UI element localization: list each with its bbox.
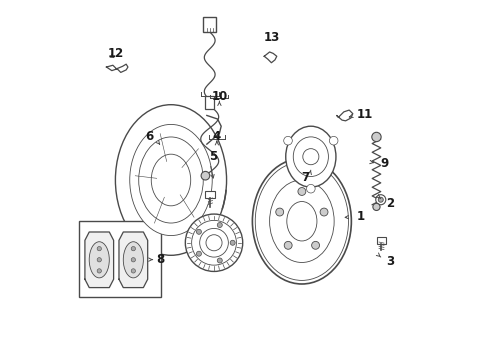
- Ellipse shape: [293, 137, 328, 176]
- Ellipse shape: [269, 180, 333, 262]
- Text: 2: 2: [386, 197, 393, 210]
- Bar: [205, 191, 215, 198]
- Text: 11: 11: [356, 108, 372, 121]
- Polygon shape: [85, 232, 113, 288]
- Text: 7: 7: [300, 171, 308, 184]
- Ellipse shape: [252, 158, 351, 284]
- Circle shape: [284, 241, 291, 249]
- Circle shape: [371, 132, 380, 141]
- Ellipse shape: [129, 125, 212, 235]
- Circle shape: [217, 258, 222, 263]
- Circle shape: [329, 136, 337, 145]
- Text: 1: 1: [356, 210, 364, 223]
- Ellipse shape: [89, 242, 109, 278]
- Text: 13: 13: [263, 31, 279, 44]
- Bar: [203, 17, 216, 32]
- Circle shape: [302, 149, 318, 165]
- Text: 10: 10: [211, 90, 227, 103]
- Circle shape: [283, 136, 292, 145]
- Text: 6: 6: [144, 130, 153, 143]
- Circle shape: [205, 235, 222, 251]
- Circle shape: [196, 229, 201, 234]
- Circle shape: [131, 247, 135, 251]
- Ellipse shape: [285, 126, 335, 187]
- Circle shape: [201, 171, 209, 180]
- Ellipse shape: [255, 162, 348, 280]
- Circle shape: [311, 241, 319, 249]
- Text: 9: 9: [380, 157, 388, 170]
- Text: 3: 3: [386, 255, 393, 268]
- Ellipse shape: [123, 242, 143, 278]
- Bar: [79, 221, 161, 297]
- Circle shape: [97, 247, 101, 251]
- Circle shape: [297, 188, 305, 195]
- Text: 4: 4: [212, 130, 221, 144]
- Circle shape: [375, 195, 385, 205]
- Circle shape: [199, 228, 228, 257]
- Circle shape: [185, 214, 242, 271]
- Text: 8: 8: [156, 253, 164, 266]
- Ellipse shape: [286, 202, 316, 241]
- Bar: [205, 96, 214, 109]
- Circle shape: [320, 208, 327, 216]
- Bar: [376, 237, 385, 244]
- Circle shape: [191, 220, 236, 265]
- Circle shape: [372, 203, 379, 211]
- Ellipse shape: [151, 154, 190, 206]
- Circle shape: [131, 258, 135, 262]
- Circle shape: [97, 269, 101, 273]
- Ellipse shape: [115, 105, 226, 255]
- Circle shape: [230, 240, 235, 245]
- Circle shape: [131, 269, 135, 273]
- Circle shape: [306, 184, 314, 193]
- Circle shape: [378, 197, 383, 202]
- Circle shape: [196, 251, 201, 256]
- Circle shape: [97, 258, 101, 262]
- Text: 12: 12: [107, 47, 123, 60]
- Text: 5: 5: [208, 150, 217, 163]
- Circle shape: [217, 222, 222, 228]
- Ellipse shape: [139, 137, 203, 223]
- Circle shape: [275, 208, 283, 216]
- Polygon shape: [119, 232, 147, 288]
